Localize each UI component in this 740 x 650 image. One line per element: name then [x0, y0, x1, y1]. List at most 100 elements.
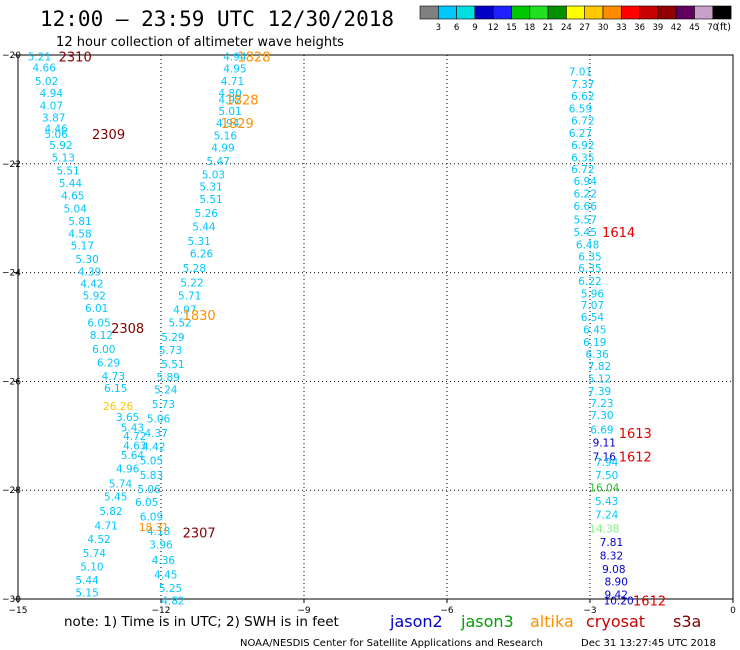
swh-value-label: 10.20 — [604, 596, 634, 608]
swh-value-label: 5.71 — [178, 290, 201, 302]
swh-value-label: 8.90 — [605, 577, 628, 589]
color-scale-label: 12 — [488, 23, 499, 33]
swh-value-label: 6.01 — [85, 303, 108, 315]
swh-value-label: 5.82 — [99, 506, 122, 518]
swh-value-label: 4.36 — [152, 555, 176, 567]
swh-value-label: 5.01 — [218, 106, 241, 118]
legend-altika: altika — [530, 612, 574, 631]
color-scale-unit: (ft) — [716, 22, 731, 33]
swh-value-label: 6.69 — [590, 424, 613, 436]
color-scale-swatch — [419, 5, 439, 20]
color-scale-label: 45 — [689, 23, 700, 33]
swh-value-label: 4.63 — [123, 441, 146, 453]
swh-value-label: 6.72 — [571, 115, 594, 127]
swh-value-label: 5.92 — [83, 290, 106, 302]
swh-value-label: 4.42 — [80, 278, 103, 290]
pass-time-label: 1614 — [602, 226, 635, 241]
swh-value-label: 6.05 — [135, 497, 158, 509]
color-scale-swatch — [602, 5, 622, 20]
swh-value-label: 4.72 — [123, 431, 146, 443]
swh-value-label: 6.54 — [581, 312, 605, 324]
color-scale-swatch — [511, 5, 531, 20]
color-scale-label: 15 — [506, 23, 517, 33]
swh-value-label: 7.94 — [595, 457, 619, 469]
y-tick-label: −22 — [2, 160, 21, 170]
color-scale-swatch — [492, 5, 512, 20]
swh-value-label: 6.48 — [576, 239, 599, 251]
swh-value-label: 4.73 — [102, 371, 125, 383]
swh-value-label: 5.96 — [581, 288, 605, 300]
swh-value-label: 6.35 — [578, 251, 601, 263]
swh-value-label: 6.66 — [574, 201, 598, 213]
color-scale-label: 9 — [472, 23, 477, 33]
pass-time-label: 1830 — [183, 309, 216, 324]
swh-value-label: 4.07 — [40, 101, 63, 113]
credit-text: NOAA/NESDIS Center for Satellite Applica… — [240, 638, 543, 649]
swh-value-label: 6.36 — [585, 349, 609, 361]
swh-value-label: 6.27 — [569, 128, 592, 140]
legend-jason2: jason2 — [389, 612, 443, 631]
swh-value-label: 7.23 — [590, 398, 613, 410]
swh-value-label: 6.05 — [87, 318, 110, 330]
swh-value-label: 5.29 — [161, 332, 184, 344]
x-tick-label: −6 — [440, 606, 454, 616]
swh-value-label: 5.24 — [154, 385, 178, 397]
swh-value-label: 26.26 — [103, 401, 133, 413]
y-tick-label: −28 — [2, 486, 21, 496]
pass-time-label: 2310 — [59, 51, 92, 66]
swh-value-label: 6.09 — [140, 511, 163, 523]
plot-area — [17, 54, 734, 600]
swh-value-label: 6.19 — [583, 337, 606, 349]
pass-time-label: 2307 — [183, 527, 216, 542]
swh-value-label: 5.57 — [574, 214, 597, 226]
swh-value-label: 6.72 — [571, 164, 594, 176]
swh-value-label: 5.73 — [159, 345, 182, 357]
y-tick-label: −24 — [2, 269, 21, 279]
color-scale-label: 18 — [524, 23, 535, 33]
swh-value-label: 5.44 — [192, 221, 216, 233]
swh-value-label: 5.74 — [109, 479, 133, 491]
color-scale-label: 21 — [543, 23, 554, 33]
swh-value-label: 9.11 — [593, 437, 616, 449]
y-axis-ticks: −20 −22 −24 −26 −28 −30 — [2, 51, 21, 605]
color-scale-swatch — [712, 5, 732, 20]
color-scale-swatch — [639, 5, 659, 20]
swh-value-label: 5.15 — [75, 587, 98, 599]
footnote: note: 1) Time is in UTC; 2) SWH is in fe… — [64, 614, 339, 630]
pass-time-label: 2308 — [111, 322, 144, 337]
legend-jason3: jason3 — [460, 612, 514, 631]
color-scale-label: 42 — [671, 23, 682, 33]
color-scale-swatch — [675, 5, 695, 20]
legend-s3a: s3a — [673, 612, 701, 631]
swh-value-label: 5.21 — [28, 52, 51, 64]
swh-value-label: 4.42 — [142, 442, 165, 454]
swh-value-label: 4.94 — [216, 118, 240, 130]
color-scale-label: 33 — [616, 23, 627, 33]
swh-value-label: 5.30 — [75, 254, 98, 266]
swh-value-label: 14.38 — [589, 523, 619, 535]
swh-value-label: 5.06 — [137, 484, 161, 496]
swh-value-label: 5.03 — [202, 170, 225, 182]
swh-value-label: 5.13 — [52, 152, 75, 164]
swh-value-label: 4.46 — [44, 123, 68, 135]
x-tick-label: −3 — [583, 606, 596, 616]
pass-time-labels: 2310 2309 2308 2307 1828 1828 1829 1830 1614 1613… — [59, 51, 666, 610]
swh-value-label: 6.35 — [578, 263, 601, 275]
x-axis-ticks: −15 −12 −9 −6 −3 0 — [9, 599, 736, 616]
swh-value-label: 7.39 — [588, 386, 611, 398]
color-scale-swatch — [620, 5, 640, 20]
legend-cryosat: cryosat — [586, 612, 645, 631]
swh-value-label: 6.15 — [104, 383, 127, 395]
swh-value-label: 6.62 — [571, 91, 594, 103]
swh-value-label: 5.51 — [161, 359, 184, 371]
swh-value-label: 5.05 — [140, 455, 163, 467]
swh-value-label: 4.71 — [221, 76, 244, 88]
swh-value-label: 7.30 — [590, 410, 613, 422]
swh-value-label: 5.06 — [44, 129, 68, 141]
swh-value-label: 5.22 — [180, 277, 203, 289]
swh-value-label: 4.96 — [116, 463, 140, 475]
swh-value-label: 6.29 — [97, 357, 120, 369]
swh-value-label: 6.59 — [569, 103, 592, 115]
swh-value-label: 18.31 — [139, 522, 169, 534]
